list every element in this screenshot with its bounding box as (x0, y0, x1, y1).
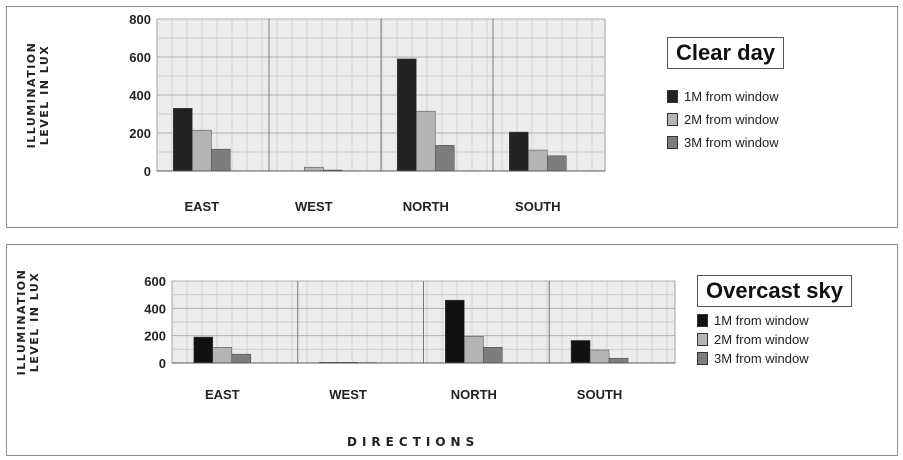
legend-swatch-2m (697, 333, 708, 346)
y-tick-label: 600 (129, 50, 151, 65)
legend-label-3m: 3M from window (714, 351, 809, 366)
x-tick-label: SOUTH (515, 199, 561, 214)
overcast-sky-legend-title: Overcast sky (697, 275, 852, 307)
bar (528, 149, 548, 172)
legend-label-1m: 1M from window (714, 313, 809, 328)
clear-day-legend-title: Clear day (667, 37, 785, 69)
bar (173, 108, 193, 172)
bar (212, 347, 233, 364)
legend-item-1m: 1M from window (667, 89, 784, 104)
bar (589, 349, 610, 364)
y-tick-label: 800 (129, 12, 151, 27)
overcast-sky-legend: Overcast sky 1M from window 2M from wind… (697, 275, 852, 366)
legend-item-3m: 3M from window (667, 135, 784, 150)
legend-label-3m: 3M from window (684, 135, 779, 150)
y-tick-label: 400 (129, 88, 151, 103)
y-axis-title: LEVEL IN LUX (28, 272, 41, 373)
legend-label-2m: 2M from window (684, 112, 779, 127)
x-tick-label: NORTH (403, 199, 449, 214)
bar (547, 155, 567, 172)
legend-swatch-3m (667, 136, 678, 149)
bar (483, 347, 503, 364)
y-axis-title: ILLUMINATION (25, 42, 38, 149)
bar (416, 110, 436, 172)
clear-day-chart-panel: 0 200 400 600 800 EAST WEST NORTH SOUTH ILLUMINAT… (6, 6, 898, 228)
bar (445, 299, 465, 364)
bar (211, 148, 231, 172)
y-axis-title: ILLUMINATION (15, 269, 28, 376)
y-tick-label: 200 (144, 329, 166, 344)
bar (193, 336, 214, 364)
x-tick-label: EAST (205, 387, 240, 402)
bar (464, 336, 484, 364)
x-tick-label: WEST (329, 387, 367, 402)
legend-swatch-3m (697, 352, 708, 365)
y-tick-label: 400 (144, 301, 166, 316)
legend-swatch-2m (667, 113, 678, 126)
legend-item-1m: 1M from window (697, 313, 852, 328)
bar (570, 340, 591, 364)
x-tick-label: SOUTH (577, 387, 623, 402)
bar (397, 58, 417, 172)
clear-day-chart: 0 200 400 600 800 EAST WEST NORTH SOUTH ILLUMINAT… (25, 12, 606, 214)
legend-item-3m: 3M from window (697, 351, 852, 366)
bar (435, 145, 455, 172)
bar (231, 353, 252, 364)
x-axis-title: DIRECTIONS (347, 435, 480, 449)
bar (304, 166, 324, 172)
y-tick-label: 200 (129, 126, 151, 141)
legend-label-2m: 2M from window (714, 332, 809, 347)
y-axis-title: LEVEL IN LUX (38, 45, 51, 146)
y-tick-label: 600 (144, 274, 166, 289)
clear-day-legend: Clear day 1M from window 2M from window … (667, 37, 785, 150)
x-tick-label: WEST (295, 199, 333, 214)
bar (192, 129, 212, 172)
legend-label-1m: 1M from window (684, 89, 779, 104)
legend-swatch-1m (667, 90, 678, 103)
legend-swatch-1m (697, 314, 708, 327)
bar (509, 131, 529, 172)
overcast-sky-chart: 0 200 400 600 EAST WEST NORTH SOUTH ILLUMINATION… (15, 269, 676, 402)
y-tick-label: 0 (159, 356, 166, 371)
x-tick-label: EAST (184, 199, 219, 214)
legend-item-2m: 2M from window (667, 112, 784, 127)
legend-item-2m: 2M from window (697, 332, 852, 347)
x-tick-label: NORTH (451, 387, 497, 402)
y-tick-label: 0 (144, 164, 151, 179)
overcast-sky-chart-panel: 0 200 400 600 EAST WEST NORTH SOUTH ILLUMINATION… (6, 244, 898, 456)
bar (608, 357, 629, 364)
